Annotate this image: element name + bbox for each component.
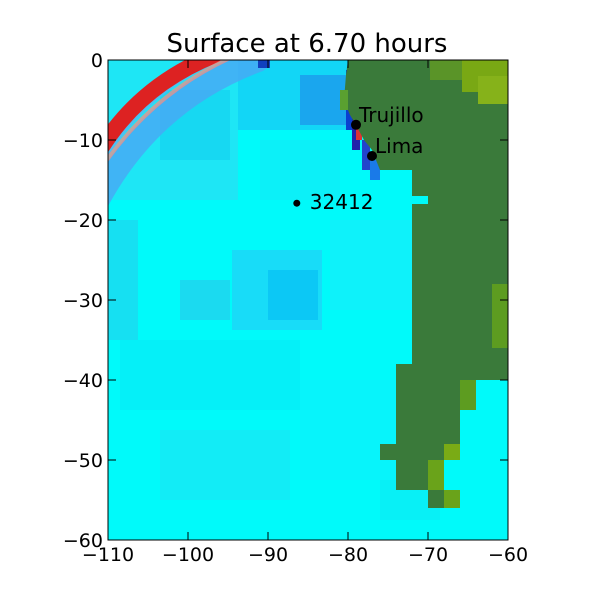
x-tick-label: −100: [162, 544, 214, 566]
y-tick-label: −20: [63, 210, 103, 232]
plot-area: [108, 60, 508, 540]
y-tick-label: −60: [63, 530, 103, 552]
chart-title: Surface at 6.70 hours: [167, 29, 448, 59]
location-dot: [367, 151, 377, 161]
trough-spot: [258, 60, 270, 68]
location-dot: [293, 199, 301, 207]
y-tick-label: 0: [91, 50, 103, 72]
y-tick-label: −30: [63, 290, 103, 312]
location-markers: Trujillo Lima 32412: [293, 103, 424, 214]
y-tick-label: −50: [63, 450, 103, 472]
coastline-gulf: [340, 90, 348, 110]
x-tick-label: −80: [328, 544, 368, 566]
x-tick-label: −90: [248, 544, 288, 566]
y-tick-label: −40: [63, 370, 103, 392]
x-tick-label: −110: [82, 544, 134, 566]
axis-ticks: −110 −100 −90 −80 −70 −60 0 −10 −20 −30 −40 −50 −60: [63, 50, 528, 566]
land-mass: [344, 60, 508, 508]
location-label: Trujillo: [358, 103, 424, 127]
location-dot: [351, 119, 361, 130]
x-tick-label: −70: [408, 544, 448, 566]
x-tick-label: −60: [488, 544, 528, 566]
location-label: 32412: [310, 190, 374, 214]
location-label: Lima: [375, 134, 423, 158]
y-tick-label: −10: [63, 130, 103, 152]
tsunami-wavefront: [108, 60, 270, 207]
